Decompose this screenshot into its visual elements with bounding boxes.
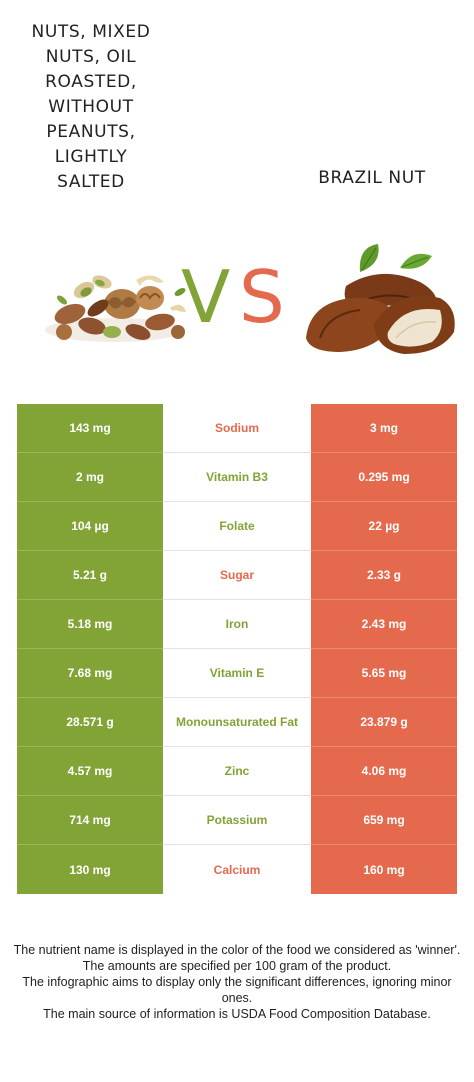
footnote-line: The infographic aims to display only the… (22, 975, 452, 1005)
mixed-nuts-image (45, 275, 186, 342)
comparison-row: 714 mg Potassium 659 mg (17, 796, 457, 845)
comparison-row: 7.68 mg Vitamin E 5.65 mg (17, 649, 457, 698)
right-value: 22 µg (311, 502, 457, 551)
left-value: 5.21 g (17, 551, 163, 600)
nutrient-name: Vitamin E (163, 649, 311, 698)
left-value: 28.571 g (17, 698, 163, 747)
comparison-table: 143 mg Sodium 3 mg 2 mg Vitamin B3 0.295 mg 10… (17, 404, 457, 894)
right-value: 5.65 mg (311, 649, 457, 698)
left-value: 5.18 mg (17, 600, 163, 649)
nutrient-name: Potassium (163, 796, 311, 845)
footnote-line: The nutrient name is displayed in the co… (13, 943, 461, 957)
right-value: 160 mg (311, 845, 457, 894)
comparison-row: 5.21 g Sugar 2.33 g (17, 551, 457, 600)
nutrient-name: Sodium (163, 404, 311, 453)
right-value: 659 mg (311, 796, 457, 845)
comparison-row: 130 mg Calcium 160 mg (17, 845, 457, 894)
nutrient-name: Sugar (163, 551, 311, 600)
nutrient-name: Monounsaturated Fat (163, 698, 311, 747)
left-value: 143 mg (17, 404, 163, 453)
right-value: 3 mg (311, 404, 457, 453)
left-value: 714 mg (17, 796, 163, 845)
brazil-nut-image (306, 244, 455, 354)
left-value: 104 µg (17, 502, 163, 551)
left-value: 7.68 mg (17, 649, 163, 698)
right-value: 2.33 g (311, 551, 457, 600)
nutrient-name: Folate (163, 502, 311, 551)
nutrient-name: Iron (163, 600, 311, 649)
right-value: 0.295 mg (311, 453, 457, 502)
right-value: 2.43 mg (311, 600, 457, 649)
right-value: 4.06 mg (311, 747, 457, 796)
comparison-row: 2 mg Vitamin B3 0.295 mg (17, 453, 457, 502)
comparison-row: 4.57 mg Zinc 4.06 mg (17, 747, 457, 796)
nutrient-name: Zinc (163, 747, 311, 796)
left-value: 4.57 mg (17, 747, 163, 796)
left-value: 130 mg (17, 845, 163, 894)
right-value: 23.879 g (311, 698, 457, 747)
food-title-left: Nuts, mixed nuts, oil roasted, without p… (31, 22, 151, 192)
food-title-right: Brazil nut (318, 168, 426, 188)
comparison-row: 143 mg Sodium 3 mg (17, 404, 457, 453)
comparison-row: 28.571 g Monounsaturated Fat 23.879 g (17, 698, 457, 747)
nutrient-name: Vitamin B3 (163, 453, 311, 502)
footnote-line: The amounts are specified per 100 gram o… (82, 959, 392, 973)
vs-letter-v: V (181, 255, 231, 339)
nutrient-name: Calcium (213, 862, 261, 877)
footnote: The nutrient name is displayed in the co… (10, 942, 464, 1022)
footnote-line: The main source of information is USDA F… (43, 1007, 431, 1021)
comparison-row: 104 µg Folate 22 µg (17, 502, 457, 551)
left-value: 2 mg (17, 453, 163, 502)
vs-letter-s: S (239, 255, 285, 339)
comparison-row: 5.18 mg Iron 2.43 mg (17, 600, 457, 649)
